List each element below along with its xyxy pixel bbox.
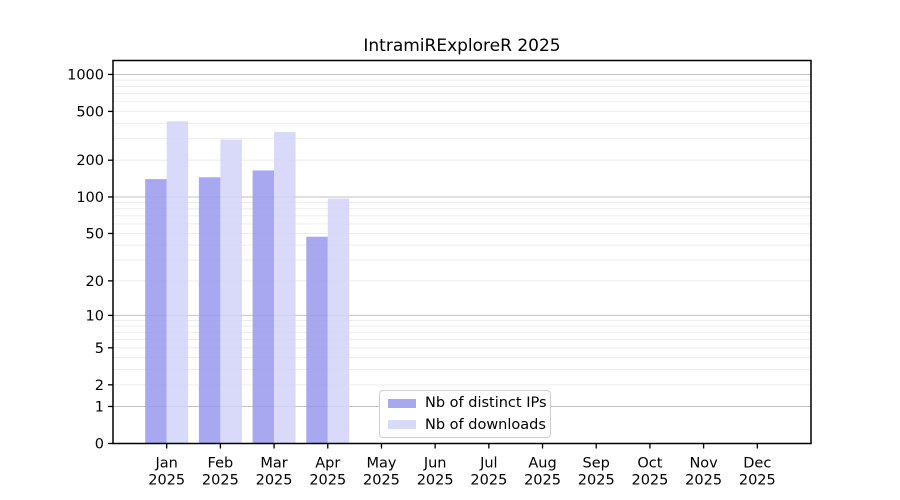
bar-distinct-ips (252, 170, 275, 444)
x-tick-label-year: 2025 (202, 473, 239, 489)
x-tick-label-year: 2025 (256, 473, 293, 489)
bar-distinct-ips (145, 179, 167, 444)
bar-downloads (327, 198, 350, 444)
x-tick-label-year: 2025 (631, 473, 668, 489)
x-tick-label-year: 2025 (524, 473, 561, 489)
bar-downloads (274, 131, 296, 444)
x-tick-label-year: 2025 (470, 473, 507, 489)
bar-distinct-ips (198, 177, 221, 444)
x-tick-label: Jan (155, 456, 178, 472)
legend-item-distinct-ips: Nb of distinct IPs (384, 393, 547, 414)
y-tick-label: 20 (86, 274, 104, 290)
x-tick-label: Apr (315, 456, 340, 472)
legend-item-downloads: Nb of downloads (384, 414, 546, 435)
x-tick-label-year: 2025 (685, 473, 722, 489)
bar-downloads (166, 121, 189, 444)
chart-title: IntramiRExploreR 2025 (363, 36, 561, 56)
legend-swatch-downloads (388, 420, 416, 430)
x-tick-label: Jun (423, 456, 447, 472)
y-tick-label: 1000 (67, 67, 104, 83)
y-tick-label: 0 (95, 437, 104, 453)
bar-distinct-ips (306, 236, 328, 444)
x-tick-label: Dec (743, 456, 771, 472)
x-tick-label: Feb (208, 456, 234, 472)
x-tick-label-year: 2025 (148, 473, 185, 489)
x-tick-label: Mar (260, 456, 287, 472)
y-tick-label: 2 (95, 378, 104, 394)
x-tick-label: Aug (528, 456, 556, 472)
x-tick-label: May (366, 456, 396, 472)
x-tick-label-year: 2025 (417, 473, 454, 489)
legend: Nb of distinct IPs Nb of downloads (379, 390, 551, 438)
y-tick-label: 50 (86, 226, 104, 242)
y-tick-label: 10 (86, 308, 104, 324)
x-tick-label-year: 2025 (578, 473, 615, 489)
y-tick-label: 100 (76, 190, 104, 206)
legend-label-downloads: Nb of downloads (425, 416, 546, 433)
y-tick-label: 500 (76, 104, 104, 120)
y-tick-label: 5 (95, 341, 104, 357)
legend-swatch-distinct-ips (388, 398, 416, 408)
bar-downloads (220, 139, 242, 444)
x-tick-label: Sep (583, 456, 610, 472)
x-tick-label: Oct (637, 456, 662, 472)
legend-label-distinct-ips: Nb of distinct IPs (425, 394, 547, 411)
x-tick-label-year: 2025 (739, 473, 776, 489)
x-tick-label: Nov (689, 456, 718, 472)
x-tick-label: Jul (479, 456, 498, 472)
x-tick-label-year: 2025 (363, 473, 400, 489)
y-tick-label: 1 (95, 399, 104, 415)
x-tick-label-year: 2025 (309, 473, 346, 489)
y-tick-label: 200 (76, 153, 104, 169)
axis-frame (112, 59, 812, 445)
